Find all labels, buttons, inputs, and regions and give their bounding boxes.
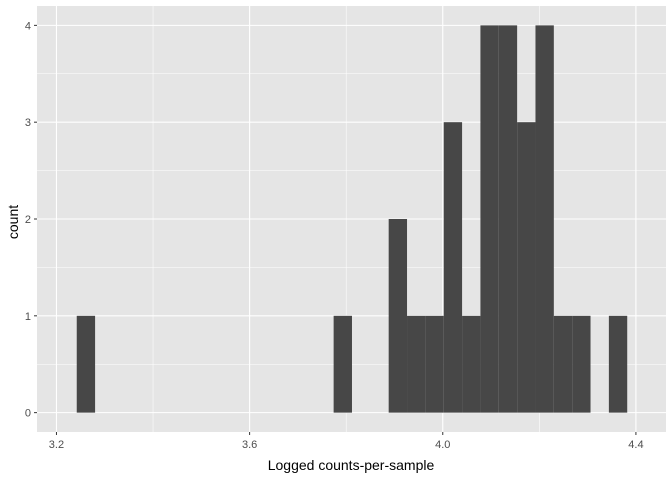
y-tick-label: 1 [25, 311, 31, 323]
histogram-bar [333, 315, 352, 413]
y-tick-label: 4 [25, 20, 31, 32]
histogram-bar [553, 315, 573, 413]
y-tick-label: 0 [25, 408, 31, 420]
y-axis-title: count [5, 205, 21, 239]
histogram-bar [425, 315, 444, 413]
histogram-bars [76, 25, 628, 413]
histogram-bar [443, 122, 463, 413]
x-tick-label: 4.0 [435, 439, 450, 451]
histogram-bar [407, 315, 426, 413]
histogram-bar [498, 25, 518, 413]
histogram-bar [76, 315, 96, 413]
y-tick-label: 3 [25, 117, 31, 129]
histogram-bar [572, 315, 591, 413]
y-axis: 0 1 2 3 4 [25, 20, 37, 420]
x-tick-label: 3.2 [49, 439, 64, 451]
histogram-bar [462, 315, 481, 413]
histogram-bar [517, 122, 536, 413]
x-tick-label: 4.4 [628, 439, 643, 451]
histogram-bar [388, 219, 408, 413]
x-axis: 3.2 3.6 4.0 4.4 [49, 432, 644, 451]
histogram-bar [480, 25, 499, 413]
x-axis-title: Logged counts-per-sample [268, 457, 435, 473]
y-tick-label: 2 [25, 214, 31, 226]
x-tick-label: 3.6 [242, 439, 257, 451]
histogram-bar [608, 315, 628, 413]
histogram-bar [535, 25, 554, 413]
